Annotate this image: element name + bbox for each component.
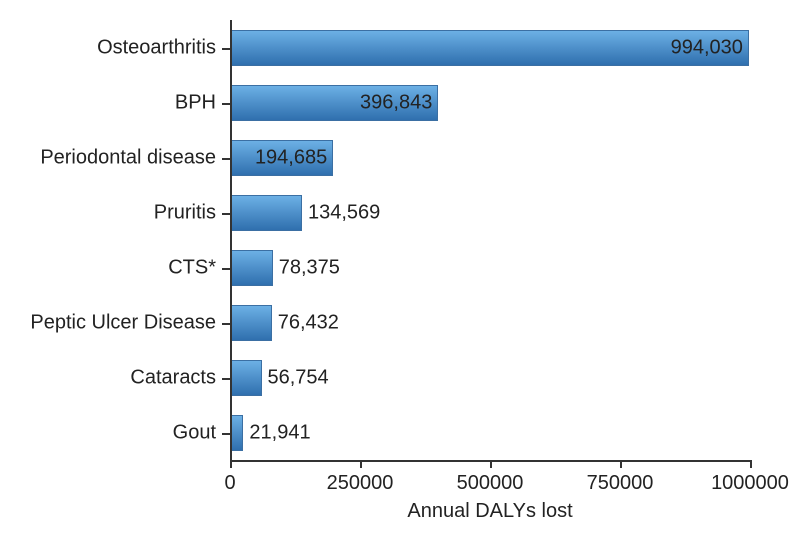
y-tick <box>222 323 230 325</box>
x-tick <box>750 460 752 468</box>
x-tick <box>490 460 492 468</box>
category-label: Periodontal disease <box>40 146 216 169</box>
category-label: BPH <box>175 91 216 114</box>
value-label: 194,685 <box>255 146 327 169</box>
category-label: CTS* <box>168 256 216 279</box>
x-tick-label: 0 <box>224 472 235 495</box>
x-axis-title: Annual DALYs lost <box>407 500 572 523</box>
y-tick <box>222 48 230 50</box>
value-label: 134,569 <box>308 201 380 224</box>
plot-area: 02500005000007500001000000Osteoarthritis… <box>230 20 750 460</box>
bar <box>232 305 272 341</box>
y-tick <box>222 213 230 215</box>
x-tick <box>360 460 362 468</box>
y-tick <box>222 433 230 435</box>
category-label: Pruritis <box>154 201 216 224</box>
y-tick <box>222 103 230 105</box>
x-tick-label: 750000 <box>587 472 654 495</box>
bar <box>232 250 273 286</box>
daly-bar-chart: 0 250000 500000 750000 1000000 Osteoarthritis… <box>0 0 800 539</box>
value-label: 76,432 <box>278 311 339 334</box>
x-tick <box>620 460 622 468</box>
value-label: 21,941 <box>249 421 310 444</box>
value-label: 994,030 <box>671 36 743 59</box>
value-label: 56,754 <box>268 366 329 389</box>
bar <box>232 415 243 451</box>
y-tick <box>222 158 230 160</box>
x-tick-label: 500000 <box>457 472 524 495</box>
x-tick-label: 250000 <box>327 472 394 495</box>
y-tick <box>222 268 230 270</box>
category-label: Cataracts <box>130 366 216 389</box>
bar <box>232 360 262 396</box>
x-tick-label: 1000000 <box>711 472 789 495</box>
value-label: 396,843 <box>360 91 432 114</box>
category-label: Gout <box>173 421 216 444</box>
category-label: Peptic Ulcer Disease <box>30 311 216 334</box>
bar <box>232 195 302 231</box>
category-label: Osteoarthritis <box>97 36 216 59</box>
value-label: 78,375 <box>279 256 340 279</box>
x-tick <box>230 460 232 468</box>
y-tick <box>222 378 230 380</box>
